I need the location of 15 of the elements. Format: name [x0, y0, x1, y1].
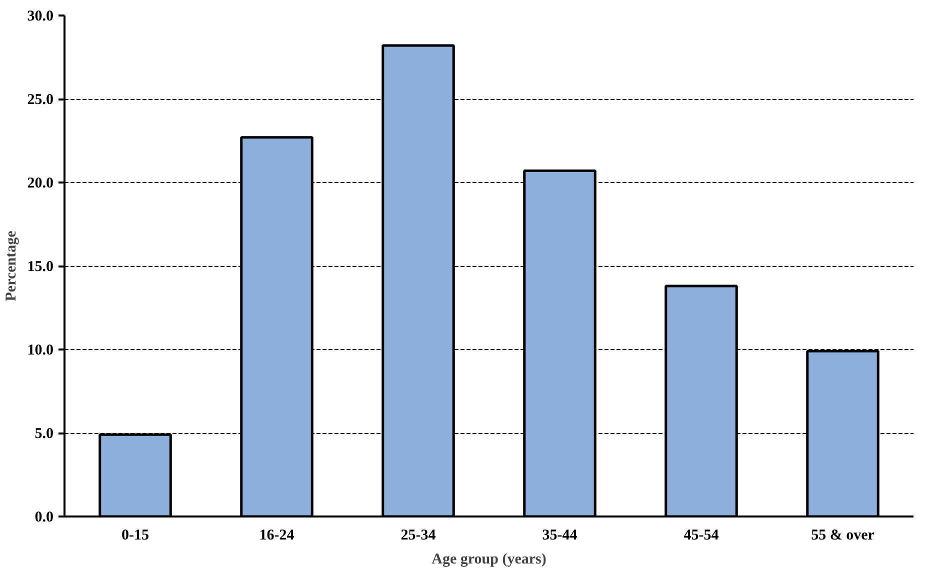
y-axis-title: Percentage — [3, 230, 20, 302]
y-tick-label: 30.0 — [27, 8, 54, 24]
x-tick-label: 55 & over — [811, 528, 875, 544]
y-tick-label: 10.0 — [27, 342, 54, 358]
x-tick-label: 16-24 — [259, 528, 295, 544]
x-tick-label: 25-34 — [400, 528, 436, 544]
y-tick-label: 0.0 — [34, 510, 54, 526]
y-tick-label: 15.0 — [27, 259, 54, 275]
y-tick-label: 5.0 — [34, 426, 54, 442]
x-axis-title: Age group (years) — [432, 552, 546, 568]
y-tick-label: 25.0 — [27, 92, 54, 108]
y-tick-label: 20.0 — [27, 176, 54, 192]
x-tick-label: 45-54 — [684, 528, 720, 544]
x-tick-label: 35-44 — [542, 528, 578, 544]
x-tick-label: 0-15 — [122, 528, 149, 544]
